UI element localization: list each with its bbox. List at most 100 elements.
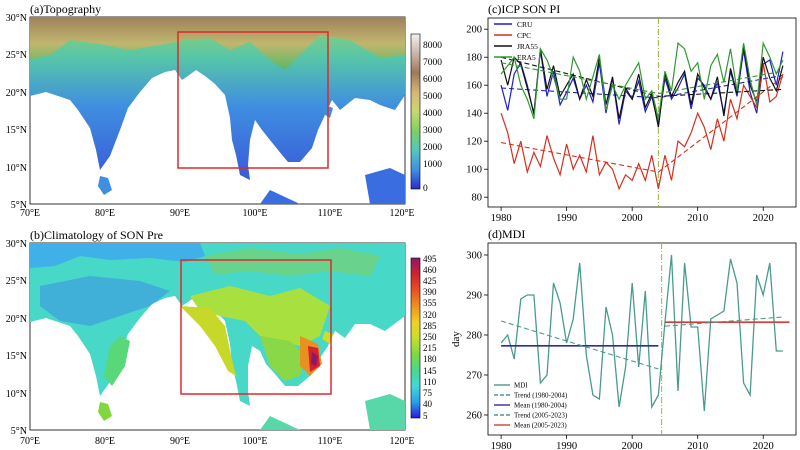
lat-tick-label: 10°N [6,389,27,400]
x-tick-label: 1980 [491,441,512,450]
series-line-cpc [500,62,784,191]
colorbar-tick-label: 250 [423,332,437,342]
x-tick-label: 2000 [622,213,643,224]
lon-tick-label: 80°E [95,208,115,219]
legend-label: Trend (1980-2004) [514,392,568,400]
lon-tick-label: 100°E [242,436,267,447]
x-tick-label: 2020 [753,441,774,450]
lat-tick-label: 20°N [6,88,27,99]
y-tick-label: 120 [466,137,482,148]
legend-label-cru: CRU [517,20,533,29]
series-line-cru [500,50,784,125]
lat-tick-label: 15°N [6,351,27,362]
x-tick-label: 2000 [622,441,643,450]
climatology-lon-axis: 70°E 80°E 90°E 100°E 110°E 120°E [20,436,415,447]
trend-line-jra55 [500,56,783,97]
colorbar-tick-label: 110 [423,377,437,387]
trend-line-cpc [500,76,784,173]
lon-tick-label: 80°E [95,436,115,447]
lat-tick-label: 25°N [6,276,27,287]
trend-line-era5 [500,62,783,95]
y-tick-label: 180 [466,53,482,64]
legend-label-era5: ERA5 [517,53,536,62]
trend-line-cru [501,74,783,99]
icp-son-pi-chart: 1980 1990 2000 2010 2020 80 100 120 140 160 180 200… [466,17,797,224]
colorbar-tick-label: 285 [423,321,437,331]
x-tick-label: 2020 [753,213,774,224]
colorbar-tick-label: 3000 [423,126,442,136]
y-tick-label: 280 [466,331,482,342]
topography-colorbar: 8000 7000 6000 5000 4000 3000 2000 1000 … [410,33,442,194]
x-tick-label: 1990 [556,441,577,450]
legend-label: Mean (2005-2023) [514,422,567,430]
lat-tick-label: 5°N [11,200,27,211]
y-tick-label: 140 [466,109,482,120]
lon-tick-label: 110°E [318,436,343,447]
lon-tick-label: 120°E [389,436,414,447]
topography-map: 30°N 25°N 20°N 15°N 10°N 5°N 70°E 80°E 9… [6,13,442,219]
colorbar-tick-label: 4000 [423,109,442,119]
lon-tick-label: 70°E [20,436,40,447]
panel-c-icp-son-pi: (c)ICP SON PI 1980 1990 2000 2010 2020 80 100 1… [450,0,800,225]
y-tick-label: 300 [466,251,482,262]
x-tick-label: 2010 [687,441,708,450]
series-line-jra55 [500,45,784,128]
y-tick-label: 160 [466,81,482,92]
lat-tick-label: 25°N [6,50,27,61]
series-line-mdi [500,254,783,412]
colorbar-tick-label: 320 [423,310,437,320]
lat-tick-label: 5°N [11,426,27,437]
x-tick-label: 2010 [687,213,708,224]
plot-frame [487,242,797,436]
climatology-map: 30°N 25°N 20°N 15°N 10°N 5°N 70°E 80°E 9… [6,239,437,447]
panel-d-title: (d)MDI [488,227,526,241]
colorbar-tick-label: 5 [423,411,428,421]
y-tick-label: 100 [466,165,482,176]
colorbar-tick-label: 40 [423,399,433,409]
colorbar-tick-label: 495 [423,254,437,264]
colorbar-tick-label: 75 [423,388,433,398]
trend-line-late [664,316,783,327]
legend-label: MDI [514,382,528,390]
legend-label: Trend (2005-2023) [514,412,568,420]
lon-tick-label: 110°E [318,208,343,219]
panel-d-mdi: (d)MDI 1980 1990 2000 2010 2020 260 270 280 290 3… [450,225,800,450]
topography-lon-axis: 70°E 80°E 90°E 100°E 110°E 120°E [20,208,415,219]
colorbar-tick-label: 0 [423,184,428,194]
climatology-colorbar: 495 460 425 390 355 320 285 250 215 180 … [410,254,437,421]
colorbar-tick-label: 390 [423,287,437,297]
lon-tick-label: 70°E [20,208,40,219]
climatology-map-frame [29,242,406,431]
lon-tick-label: 90°E [170,208,190,219]
climatology-lat-axis: 30°N 25°N 20°N 15°N 10°N 5°N [6,239,27,437]
lat-tick-label: 30°N [6,13,27,24]
y-axis-label: day [450,331,462,347]
lat-tick-label: 20°N [6,314,27,325]
y-tick-label: 270 [466,371,482,382]
topography-lat-axis: 30°N 25°N 20°N 15°N 10°N 5°N [6,13,27,211]
series-line-era5 [500,41,784,119]
colorbar-tick-label: 425 [423,276,437,286]
lat-tick-label: 30°N [6,239,27,250]
x-tick-label: 1980 [491,213,512,224]
lon-tick-label: 90°E [170,436,190,447]
colorbar-tick-label: 8000 [423,41,442,51]
colorbar-tick-label: 355 [423,298,437,308]
panel-c-title: (c)ICP SON PI [488,2,561,16]
panel-a-title: (a)Topography [30,2,102,16]
topography-map-frame [29,16,406,205]
colorbar-tick-label: 6000 [423,75,442,85]
legend-c: CRU CPC JRA55 ERA5 [494,20,538,62]
lat-tick-label: 10°N [6,163,27,174]
panel-b-title: (b)Climatology of SON Pre [30,228,163,242]
legend-label-jra55: JRA55 [517,42,538,51]
lon-tick-label: 120°E [389,208,414,219]
legend-label: Mean (1980-2004) [514,402,567,410]
colorbar-tick-label: 215 [423,343,437,353]
mdi-chart: 1980 1990 2000 2010 2020 260 270 280 290 300 day MD… [450,242,797,450]
y-tick-label: 260 [466,411,482,422]
y-tick-label: 80 [472,193,483,204]
x-tick-label: 1990 [556,213,577,224]
colorbar-tick-label: 145 [423,366,437,376]
colorbar-tick-label: 2000 [423,143,442,153]
